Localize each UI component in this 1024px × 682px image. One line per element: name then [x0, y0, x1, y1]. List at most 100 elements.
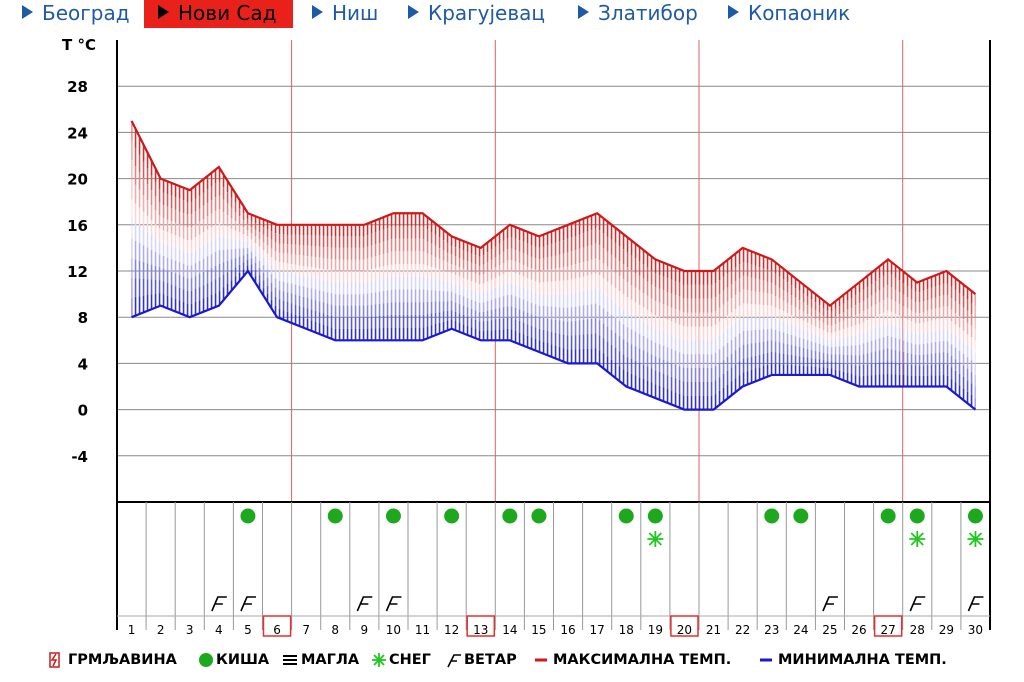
arrow-right-icon — [22, 5, 33, 19]
rain-icon — [967, 508, 983, 524]
y-tick-label: 4 — [78, 355, 88, 373]
rain-icon — [240, 508, 256, 524]
nav-item-nis[interactable]: Ниш — [312, 0, 378, 28]
snowflake-icon — [909, 531, 926, 547]
legend-min-label: МИНИМАЛНА ТЕМП. — [778, 652, 947, 668]
day-label: 27 — [881, 623, 896, 637]
wind-icon — [356, 596, 373, 612]
wind-icon — [822, 596, 838, 612]
legend-snow-label: СНЕГ — [389, 652, 431, 668]
day-label: 28 — [910, 623, 925, 637]
min-temp-line — [131, 269, 977, 411]
day-label: 23 — [764, 623, 779, 637]
highlighted-day-box — [873, 615, 903, 637]
arrow-right-icon — [578, 5, 589, 19]
day-label: 15 — [531, 623, 546, 637]
nav-item-beograd[interactable]: Београд — [22, 0, 130, 28]
snowflake-icon — [967, 531, 984, 547]
city-navigation: Београд Нови Сад Ниш Крагујевац Златибор… — [0, 0, 1024, 30]
nav-item-label: Ниш — [332, 1, 379, 25]
max-line-icon — [535, 658, 547, 662]
nav-item-zlatibor[interactable]: Златибор — [578, 0, 698, 28]
nav-item-novi-sad[interactable]: Нови Сад — [144, 0, 293, 28]
day-label: 20 — [677, 623, 692, 637]
legend-rain-label: КИША — [216, 652, 270, 668]
nav-item-label: Златибор — [598, 1, 698, 25]
min-line-icon — [760, 658, 772, 662]
day-label: 10 — [386, 623, 401, 637]
highlighted-day-box — [262, 615, 292, 637]
legend-wind-label: ВЕТАР — [464, 652, 517, 668]
day-label: 12 — [444, 623, 459, 637]
max-temp-line — [130, 120, 977, 308]
legend-max-label: МАКСИМАЛНА ТЕМП. — [553, 652, 732, 668]
day-label: 26 — [851, 623, 866, 637]
highlighted-day-box — [670, 615, 699, 637]
snowflake-icon — [647, 531, 664, 547]
rain-icon — [444, 508, 460, 524]
day-label: 4 — [215, 623, 223, 637]
wind-icon — [909, 596, 926, 612]
rain-icon — [531, 508, 547, 524]
day-label: 25 — [822, 623, 837, 637]
legend-fog-label: МАГЛА — [301, 652, 360, 668]
day-label: 16 — [560, 623, 575, 637]
fog-icon — [283, 655, 297, 665]
day-label: 3 — [186, 623, 194, 637]
nav-item-kragujevac[interactable]: Крагујевац — [408, 0, 545, 28]
day-label: 7 — [302, 623, 310, 637]
nav-item-kopaonik[interactable]: Копаоник — [728, 0, 850, 28]
day-label: 1 — [128, 623, 136, 637]
wind-icon — [211, 596, 227, 612]
lightning-icon — [49, 652, 60, 668]
day-label: 19 — [648, 623, 663, 637]
y-tick-label: 20 — [67, 171, 88, 189]
y-tick-label: 28 — [67, 78, 88, 96]
arrow-right-icon — [728, 5, 739, 19]
nav-item-label: Крагујевац — [428, 1, 546, 25]
nav-item-label: Копаоник — [748, 1, 851, 25]
day-label: 21 — [706, 623, 721, 637]
rain-icon — [199, 653, 213, 667]
y-tick-label: 12 — [67, 263, 88, 281]
day-label: 8 — [331, 623, 339, 637]
day-label: 30 — [968, 623, 983, 637]
rain-icon — [909, 508, 925, 524]
rain-icon — [647, 508, 663, 524]
day-label: 6 — [273, 623, 281, 637]
temperature-range-band — [131, 120, 976, 410]
rain-icon — [327, 508, 343, 524]
day-label: 22 — [735, 623, 750, 637]
highlighted-day-box — [466, 615, 496, 637]
legend: ГРМЉАВИНА КИША МАГЛА СНЕГ ВЕТАР — [48, 649, 1008, 671]
arrow-right-icon — [158, 5, 169, 19]
rain-icon — [618, 508, 634, 524]
wind-icon — [967, 596, 984, 612]
arrow-right-icon — [408, 5, 419, 19]
y-tick-label: 8 — [78, 309, 88, 327]
y-axis-label: T °C — [62, 36, 96, 54]
rain-icon — [793, 508, 809, 524]
series-lines — [130, 120, 977, 411]
wind-icon — [447, 654, 461, 668]
wind-icon — [385, 596, 402, 612]
arrow-right-icon — [312, 5, 323, 19]
legend-thunder-label: ГРМЉАВИНА — [68, 652, 177, 668]
day-label: 14 — [502, 623, 517, 637]
y-tick-label: 16 — [67, 217, 88, 235]
y-tick-label: -4 — [71, 448, 88, 466]
rain-icon — [880, 508, 896, 524]
band-hatch — [131, 120, 976, 410]
snowflake-icon — [372, 653, 386, 667]
day-label: 29 — [939, 623, 954, 637]
rain-icon — [764, 508, 780, 524]
day-label: 18 — [619, 623, 634, 637]
day-label: 11 — [415, 623, 430, 637]
day-label: 2 — [157, 623, 165, 637]
y-tick-label: 24 — [67, 124, 88, 142]
rain-icon — [385, 508, 401, 524]
wind-icon — [240, 596, 256, 612]
day-label: 5 — [244, 623, 252, 637]
